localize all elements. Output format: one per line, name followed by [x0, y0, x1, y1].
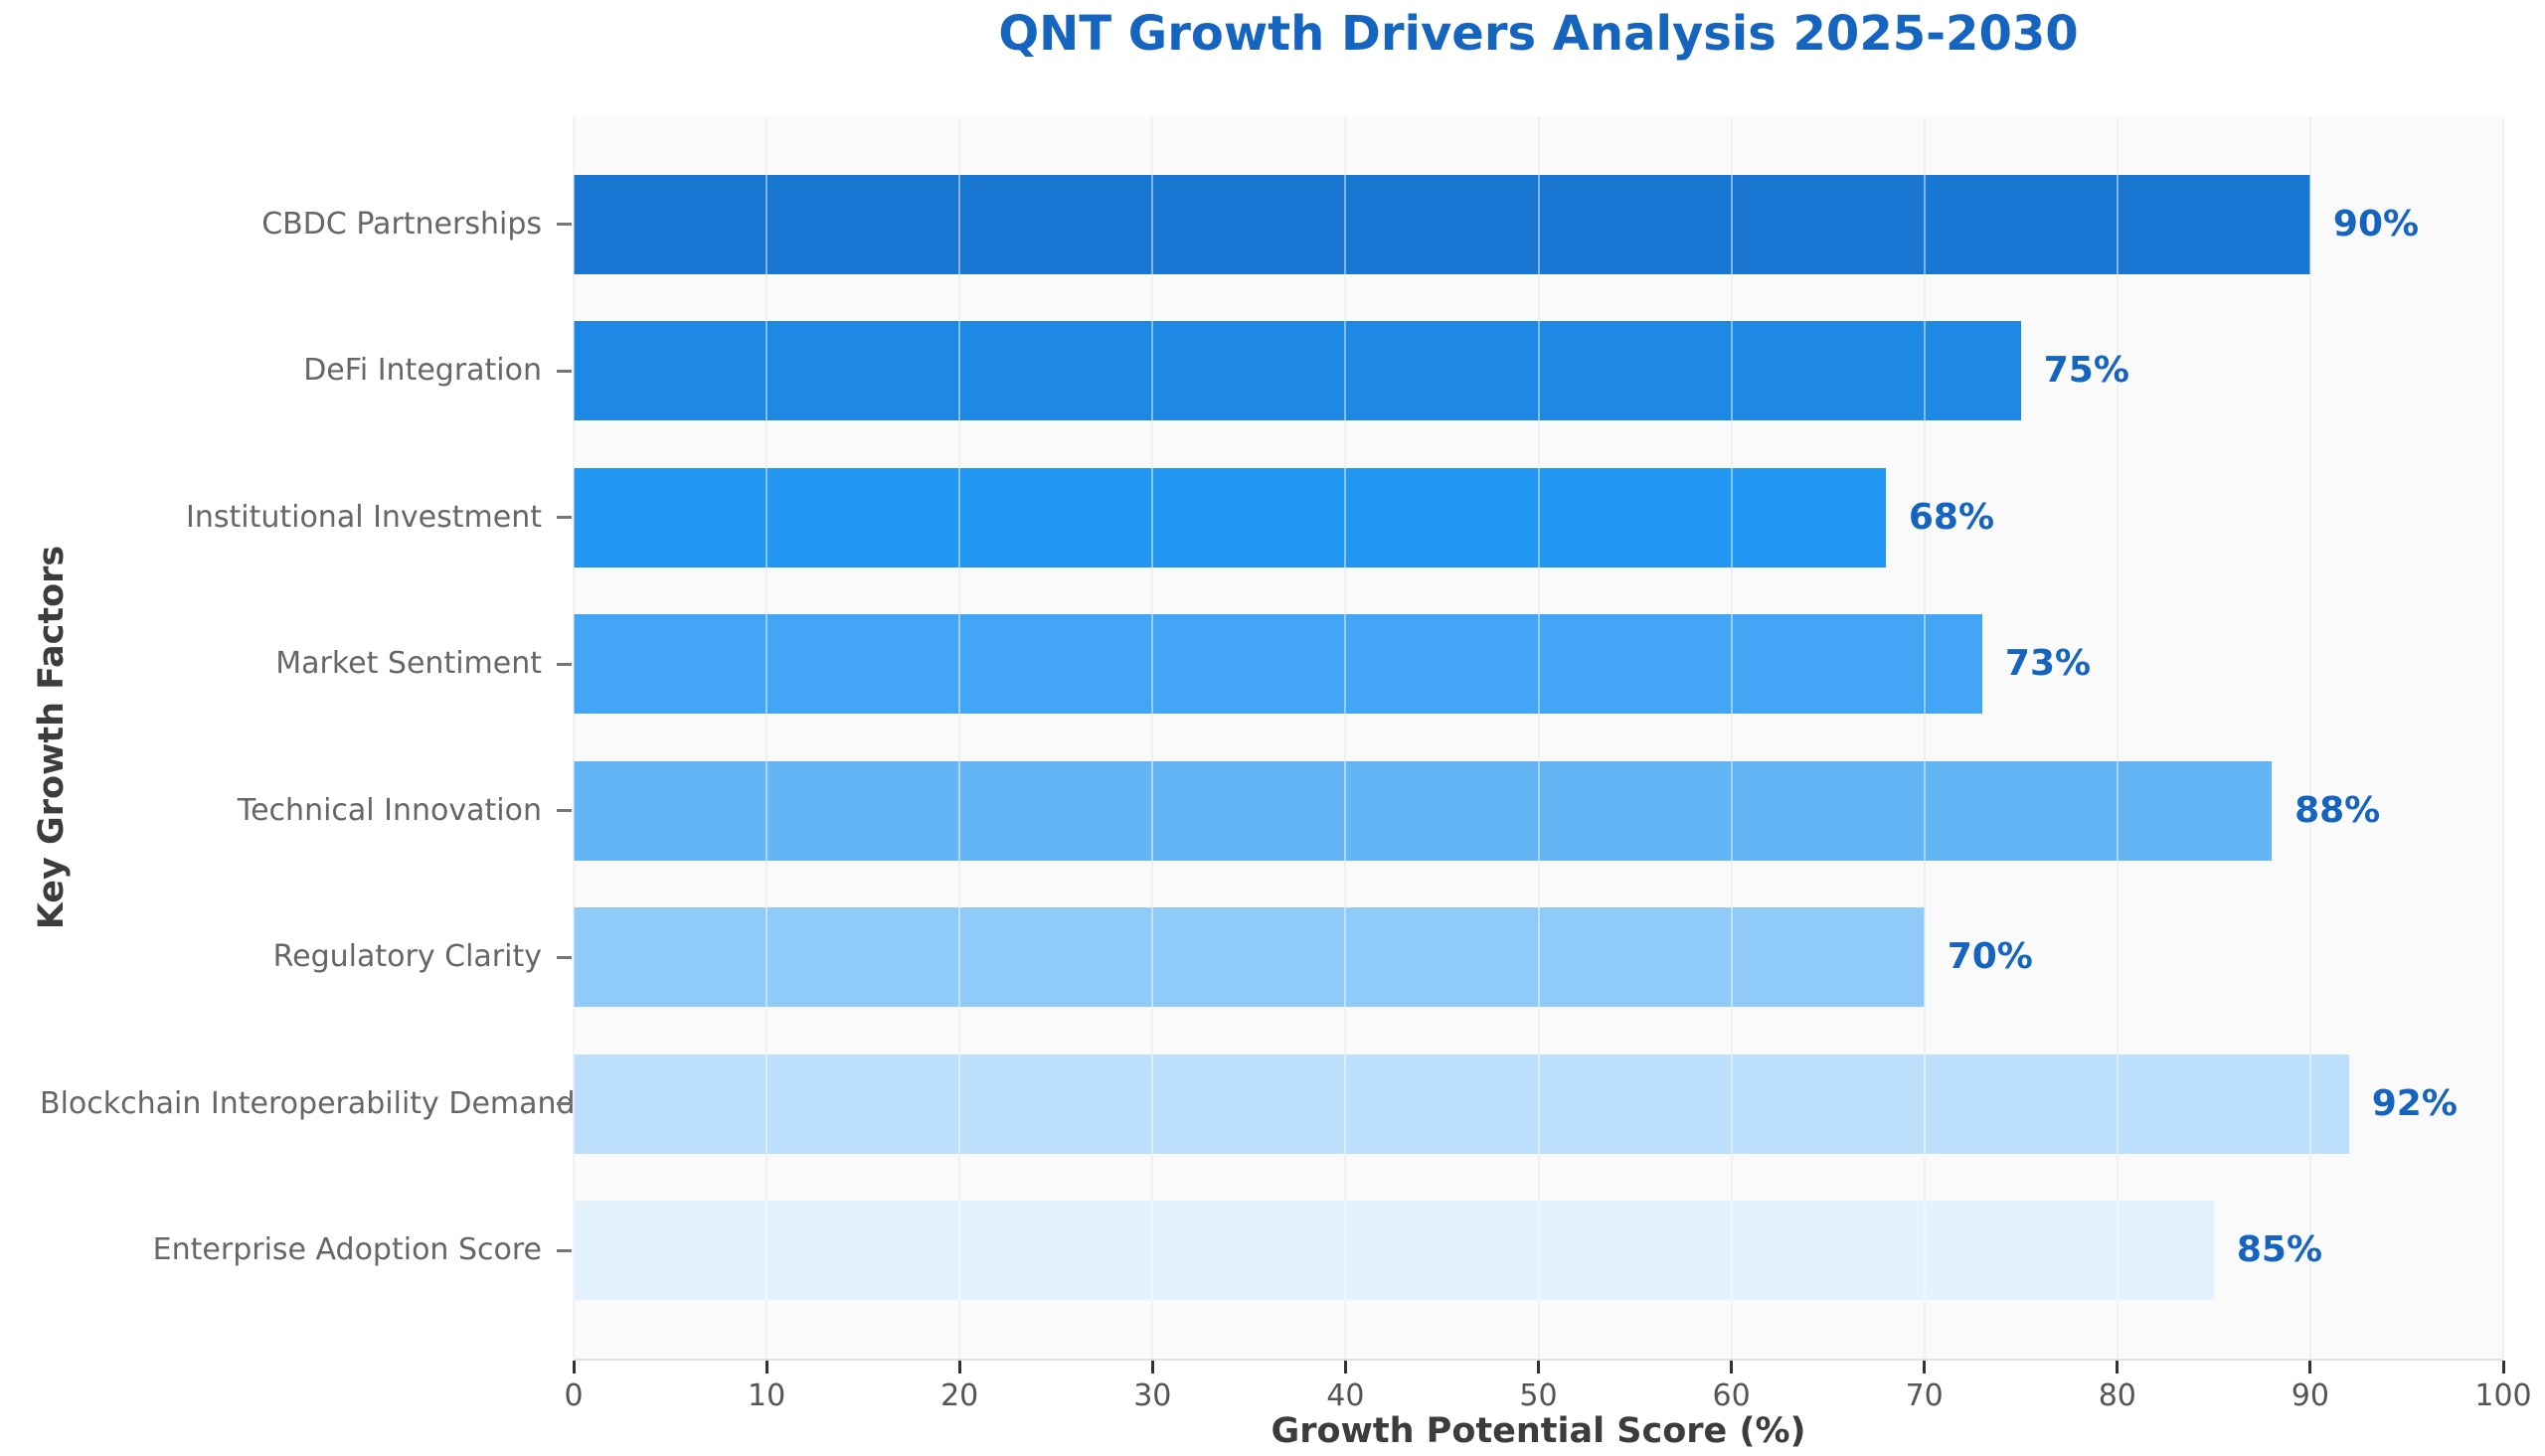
bar [574, 1201, 2214, 1301]
x-tick-label: 70 [1905, 1378, 1944, 1413]
y-tick-mark [557, 1248, 572, 1252]
bar [574, 907, 1925, 1008]
chart-title: QNT Growth Drivers Analysis 2025-2030 [998, 6, 2079, 62]
gridline [2502, 116, 2504, 1359]
bar-value-label: 88% [2294, 789, 2381, 831]
gridline-overlay [1730, 116, 1733, 1359]
y-tick-mark [557, 223, 572, 227]
x-tick-label: 60 [1712, 1378, 1751, 1413]
gridline-overlay [1151, 116, 1154, 1359]
gridline-overlay [2502, 116, 2504, 1359]
x-tick-label: 40 [1326, 1378, 1365, 1413]
category-label: Regulatory Clarity [272, 939, 542, 975]
y-tick-mark [557, 955, 572, 959]
bar-value-label: 85% [2236, 1229, 2323, 1271]
category-label: Blockchain Interoperability Demand [40, 1085, 576, 1121]
x-tick-label: 20 [940, 1378, 979, 1413]
gridline-overlay [573, 116, 575, 1359]
bar [574, 467, 1886, 567]
x-tick-mark [1537, 1361, 1540, 1374]
x-tick-mark [2116, 1361, 2120, 1374]
y-tick-mark [557, 516, 572, 520]
gridline [1730, 116, 1733, 1359]
x-tick-label: 80 [2098, 1378, 2136, 1413]
y-tick-mark [557, 809, 572, 813]
category-label: CBDC Partnerships [261, 206, 542, 242]
x-tick-label: 50 [1519, 1378, 1558, 1413]
bar [574, 760, 2273, 861]
category-label: Enterprise Adoption Score [152, 1232, 542, 1268]
gridline-overlay [765, 116, 768, 1359]
category-label: DeFi Integration [303, 353, 542, 389]
gridline [2116, 116, 2119, 1359]
gridline [1537, 116, 1540, 1359]
gridline-overlay [1923, 116, 1926, 1359]
y-axis-title: Key Growth Factors [32, 545, 72, 930]
gridline [765, 116, 768, 1359]
bar-value-label: 68% [1908, 496, 1995, 538]
gridline [1151, 116, 1154, 1359]
plot-area: 90% 75% 68% 73% 88% 70% 92% 85% [573, 116, 2504, 1361]
x-tick-label: 10 [748, 1378, 786, 1413]
bar-value-label: 70% [1947, 936, 2033, 978]
bar-value-label: 92% [2371, 1082, 2458, 1124]
category-label: Institutional Investment [185, 499, 542, 535]
category-label: Technical Innovation [237, 792, 542, 828]
gridline [1344, 116, 1347, 1359]
y-tick-mark [557, 1102, 572, 1106]
x-tick-mark [572, 1361, 576, 1374]
bar [574, 614, 1982, 715]
bar [574, 1053, 2349, 1154]
gridline-overlay [2116, 116, 2119, 1359]
gridline [958, 116, 961, 1359]
x-tick-mark [1150, 1361, 1154, 1374]
x-tick-label: 100 [2474, 1378, 2532, 1413]
x-axis-title: Growth Potential Score (%) [1271, 1411, 1806, 1451]
gridline [1923, 116, 1926, 1359]
bar-value-label: 73% [2004, 643, 2092, 685]
x-tick-mark [1343, 1361, 1347, 1374]
x-tick-mark [2308, 1361, 2312, 1374]
x-tick-mark [1730, 1361, 1734, 1374]
x-tick-label: 0 [564, 1378, 584, 1413]
gridline-overlay [958, 116, 961, 1359]
x-tick-mark [2501, 1361, 2505, 1374]
x-tick-label: 90 [2290, 1378, 2329, 1413]
x-tick-label: 30 [1133, 1378, 1172, 1413]
bar [574, 174, 2310, 274]
y-tick-mark [557, 662, 572, 666]
bar-value-label: 75% [2043, 350, 2129, 392]
gridline-overlay [1344, 116, 1347, 1359]
bar-value-label: 90% [2332, 203, 2420, 244]
x-tick-mark [764, 1361, 768, 1374]
bar [574, 321, 2021, 421]
gridline [573, 116, 575, 1359]
x-tick-mark [957, 1361, 961, 1374]
gridline-overlay [2308, 116, 2311, 1359]
gridline [2308, 116, 2311, 1359]
category-label: Market Sentiment [275, 646, 542, 682]
y-tick-mark [557, 369, 572, 373]
x-tick-mark [1923, 1361, 1927, 1374]
gridline-overlay [1537, 116, 1540, 1359]
